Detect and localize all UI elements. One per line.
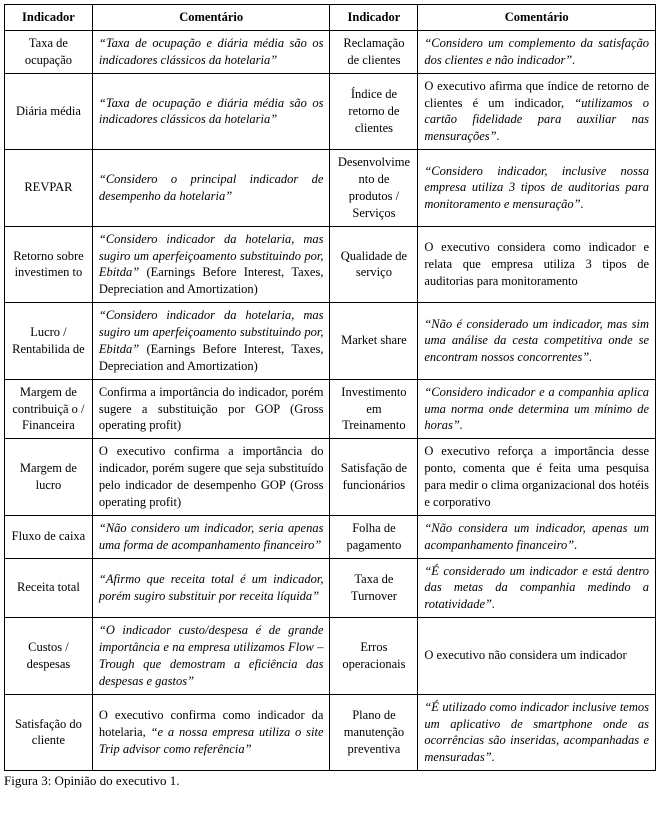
comment-cell: “Considero o principal indicador de dese… — [92, 150, 330, 227]
indicator-cell: Retorno sobre investimen to — [5, 226, 93, 303]
indicator-cell: REVPAR — [5, 150, 93, 227]
comment-cell: “É utilizado como indicador inclusive te… — [418, 694, 656, 771]
comment-cell: “Considero indicador, inclusive nossa em… — [418, 150, 656, 227]
table-body: Taxa de ocupação“Taxa de ocupação e diár… — [5, 30, 656, 770]
table-row: Custos / despesas“O indicador custo/desp… — [5, 618, 656, 695]
header-com1: Comentário — [92, 5, 330, 31]
table-row: Satisfação do clienteO executivo confirm… — [5, 694, 656, 771]
comment-cell: “Taxa de ocupação e diária média são os … — [92, 73, 330, 150]
indicator-cell: Custos / despesas — [5, 618, 93, 695]
indicator-cell: Margem de contribuiçã o / Financeira — [5, 379, 93, 439]
indicator-cell: Satisfação do cliente — [5, 694, 93, 771]
indicator-cell: Desenvolvime nto de produtos / Serviços — [330, 150, 418, 227]
table-row: Diária média“Taxa de ocupação e diária m… — [5, 73, 656, 150]
header-com2: Comentário — [418, 5, 656, 31]
comment-cell: “Considero indicador da hotelaria, mas s… — [92, 303, 330, 380]
table-header-row: Indicador Comentário Indicador Comentári… — [5, 5, 656, 31]
table-row: Taxa de ocupação“Taxa de ocupação e diár… — [5, 30, 656, 73]
indicator-cell: Satisfação de funcionários — [330, 439, 418, 516]
table-row: Margem de contribuiçã o / FinanceiraConf… — [5, 379, 656, 439]
comment-cell: “Considero indicador da hotelaria, mas s… — [92, 226, 330, 303]
comment-cell: O executivo confirma como indicador da h… — [92, 694, 330, 771]
indicators-table: Indicador Comentário Indicador Comentári… — [4, 4, 656, 771]
comment-cell: Confirma a importância do indicador, por… — [92, 379, 330, 439]
comment-cell: “O indicador custo/despesa é de grande i… — [92, 618, 330, 695]
indicator-cell: Fluxo de caixa — [5, 515, 93, 558]
indicator-cell: Índice de retorno de clientes — [330, 73, 418, 150]
comment-cell: “Considero um complemento da satisfação … — [418, 30, 656, 73]
comment-cell: “Não é considerado um indicador, mas sim… — [418, 303, 656, 380]
table-row: Fluxo de caixa“Não considero um indicado… — [5, 515, 656, 558]
comment-cell: O executivo reforça a importância desse … — [418, 439, 656, 516]
comment-cell: “Não considera um indicador, apenas um a… — [418, 515, 656, 558]
indicator-cell: Erros operacionais — [330, 618, 418, 695]
header-ind2: Indicador — [330, 5, 418, 31]
table-row: Retorno sobre investimen to“Considero in… — [5, 226, 656, 303]
comment-cell: “Afirmo que receita total é um indicador… — [92, 558, 330, 618]
table-row: Margem de lucroO executivo confirma a im… — [5, 439, 656, 516]
indicator-cell: Diária média — [5, 73, 93, 150]
indicator-cell: Taxa de ocupação — [5, 30, 93, 73]
indicator-cell: Margem de lucro — [5, 439, 93, 516]
comment-cell: O executivo não considera um indicador — [418, 618, 656, 695]
comment-cell: “Não considero um indicador, seria apena… — [92, 515, 330, 558]
indicator-cell: Plano de manutenção preventiva — [330, 694, 418, 771]
indicator-cell: Investimento em Treinamento — [330, 379, 418, 439]
header-ind1: Indicador — [5, 5, 93, 31]
table-row: REVPAR“Considero o principal indicador d… — [5, 150, 656, 227]
table-row: Receita total“Afirmo que receita total é… — [5, 558, 656, 618]
indicator-cell: Taxa de Turnover — [330, 558, 418, 618]
comment-cell: O executivo considera como indicador e r… — [418, 226, 656, 303]
indicator-cell: Folha de pagamento — [330, 515, 418, 558]
comment-cell: “Considero indicador e a companhia aplic… — [418, 379, 656, 439]
comment-cell: O executivo confirma a importância do in… — [92, 439, 330, 516]
indicator-cell: Receita total — [5, 558, 93, 618]
comment-cell: O executivo afirma que índice de retorno… — [418, 73, 656, 150]
comment-cell: “É considerado um indicador e está dentr… — [418, 558, 656, 618]
indicator-cell: Market share — [330, 303, 418, 380]
indicator-cell: Qualidade de serviço — [330, 226, 418, 303]
figure-caption: Figura 3: Opinião do executivo 1. — [4, 773, 656, 789]
table-row: Lucro / Rentabilida de“Considero indicad… — [5, 303, 656, 380]
indicator-cell: Reclamação de clientes — [330, 30, 418, 73]
indicator-cell: Lucro / Rentabilida de — [5, 303, 93, 380]
comment-cell: “Taxa de ocupação e diária média são os … — [92, 30, 330, 73]
